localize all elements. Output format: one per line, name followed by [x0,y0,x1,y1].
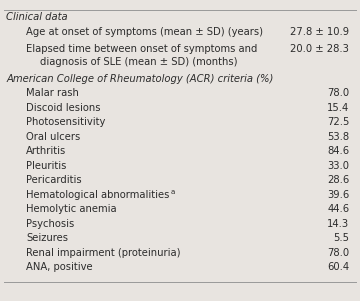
Text: 14.3: 14.3 [327,219,349,229]
Text: Hemolytic anemia: Hemolytic anemia [26,204,117,214]
Text: 33.0: 33.0 [327,161,349,171]
Text: American College of Rheumatology (ACR) criteria (%): American College of Rheumatology (ACR) c… [6,74,274,84]
Text: 84.6: 84.6 [327,146,349,156]
Text: Malar rash: Malar rash [26,88,79,98]
Text: a: a [171,188,175,194]
Text: Renal impairment (proteinuria): Renal impairment (proteinuria) [26,248,181,258]
Text: Arthritis: Arthritis [26,146,67,156]
Text: 53.8: 53.8 [327,132,349,142]
Text: 39.6: 39.6 [327,190,349,200]
Text: 72.5: 72.5 [327,117,349,127]
Text: Elapsed time between onset of symptoms and: Elapsed time between onset of symptoms a… [26,44,258,54]
Text: Psychosis: Psychosis [26,219,75,229]
Text: 28.6: 28.6 [327,175,349,185]
Text: Oral ulcers: Oral ulcers [26,132,81,142]
Text: diagnosis of SLE (mean ± SD) (months): diagnosis of SLE (mean ± SD) (months) [40,57,238,67]
Text: Clinical data: Clinical data [6,12,68,23]
Text: 78.0: 78.0 [327,248,349,258]
Text: Pleuritis: Pleuritis [26,161,67,171]
Text: 5.5: 5.5 [333,233,349,243]
Text: Pericarditis: Pericarditis [26,175,82,185]
Text: Discoid lesions: Discoid lesions [26,103,101,113]
Text: 27.8 ± 10.9: 27.8 ± 10.9 [290,27,349,37]
Text: Age at onset of symptoms (mean ± SD) (years): Age at onset of symptoms (mean ± SD) (ye… [26,27,263,37]
Text: 44.6: 44.6 [327,204,349,214]
Text: 78.0: 78.0 [327,88,349,98]
Text: 20.0 ± 28.3: 20.0 ± 28.3 [290,44,349,54]
Text: Photosensitivity: Photosensitivity [26,117,105,127]
Text: ANA, positive: ANA, positive [26,262,93,272]
Text: Hematological abnormalities: Hematological abnormalities [26,190,170,200]
Text: 60.4: 60.4 [327,262,349,272]
Text: 15.4: 15.4 [327,103,349,113]
Text: Seizures: Seizures [26,233,68,243]
